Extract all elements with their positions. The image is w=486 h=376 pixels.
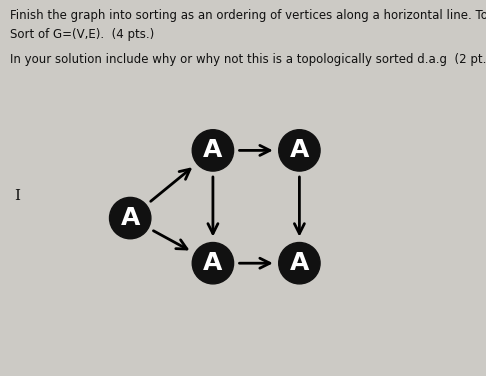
Text: Sort of G=(V,E).  (4 pts.): Sort of G=(V,E). (4 pts.) <box>10 28 154 41</box>
Circle shape <box>278 243 320 284</box>
Text: A: A <box>203 138 223 162</box>
Circle shape <box>109 197 151 239</box>
Text: A: A <box>290 251 309 275</box>
Circle shape <box>278 130 320 171</box>
Text: A: A <box>121 206 140 230</box>
Text: A: A <box>290 138 309 162</box>
Text: Finish the graph into sorting as an ordering of vertices along a horizontal line: Finish the graph into sorting as an orde… <box>10 9 486 23</box>
Circle shape <box>192 130 234 171</box>
Text: A: A <box>203 251 223 275</box>
Text: I: I <box>15 188 20 203</box>
Text: In your solution include why or why not this is a topologically sorted d.a.g  (2: In your solution include why or why not … <box>10 53 486 66</box>
Circle shape <box>192 243 234 284</box>
